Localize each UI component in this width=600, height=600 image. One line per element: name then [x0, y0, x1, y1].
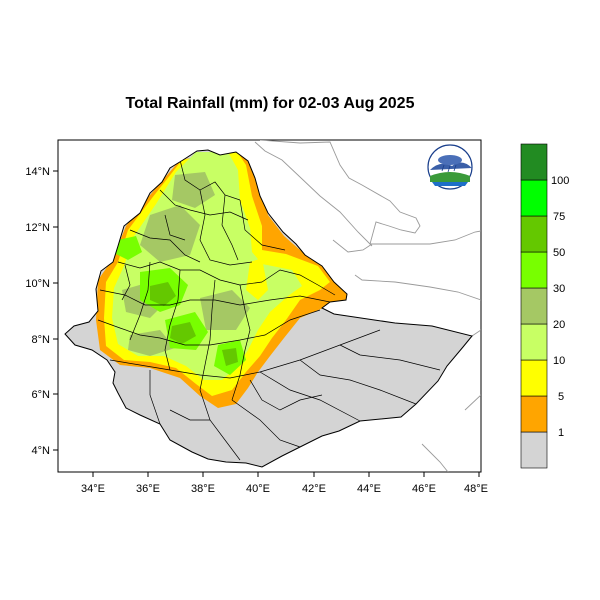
x-tick-label: 34°E — [81, 483, 105, 495]
y-tick-label: 10°N — [25, 278, 50, 290]
rain-zone-20-30mm-a — [140, 205, 200, 262]
legend-label: 10 — [553, 355, 565, 367]
rain-zone-50-75mm-a — [150, 282, 176, 306]
legend-swatch-8 — [520, 143, 548, 181]
legend-label: 5 — [558, 391, 564, 403]
x-tick-label: 48°E — [464, 483, 488, 495]
y-tick-label: 14°N — [25, 166, 50, 178]
x-tick-label: 42°E — [302, 483, 326, 495]
rain-zone-20-30mm-e — [128, 330, 175, 356]
y-tick-label: 4°N — [32, 445, 51, 457]
rain-zone-50-75mm-b — [170, 322, 196, 344]
legend-label: 1 — [558, 427, 564, 439]
rain-zone-30-50mm-d — [116, 236, 142, 260]
legend-swatch-4 — [520, 287, 548, 325]
legend-swatch-0 — [520, 431, 548, 469]
rain-zone-50-75mm-c — [222, 348, 238, 366]
legend-label: 30 — [553, 283, 565, 295]
x-tick-label: 46°E — [412, 483, 436, 495]
legend-swatch-1 — [520, 395, 548, 433]
legend-label: 20 — [553, 319, 565, 331]
x-tick-label: 40°E — [246, 483, 270, 495]
agency-logo-icon — [427, 144, 473, 190]
x-tick-label: 38°E — [191, 483, 215, 495]
legend-swatch-3 — [520, 323, 548, 361]
map-title: Total Rainfall (mm) for 02-03 Aug 2025 — [125, 95, 415, 112]
legend-label: 75 — [553, 211, 565, 223]
rain-zone-10-20mm — [112, 152, 302, 380]
legend-swatch-7 — [520, 179, 548, 217]
legend-swatch-6 — [520, 215, 548, 253]
legend-colorbar — [520, 143, 548, 469]
y-tick-label: 12°N — [25, 222, 50, 234]
legend-swatch-5 — [520, 251, 548, 289]
legend-label: 50 — [553, 247, 565, 259]
legend-swatch-2 — [520, 359, 548, 397]
legend-label: 100 — [551, 175, 569, 187]
rainfall-fields — [96, 150, 352, 408]
axis-ticks — [53, 170, 480, 477]
y-tick-label: 6°N — [32, 389, 51, 401]
x-tick-label: 36°E — [136, 483, 160, 495]
y-axis-labels: 14°N 12°N 10°N 8°N 6°N 4°N — [25, 166, 50, 457]
zone-boundaries — [97, 159, 441, 461]
neighbor-borders — [254, 140, 481, 472]
legend-labels: 1 5 10 20 30 50 75 100 — [551, 175, 569, 439]
rain-zone-20-30mm-b — [172, 172, 215, 208]
rain-zone-5-10mm-corridor — [246, 258, 268, 300]
x-axis-labels: 34°E 36°E 38°E 40°E 42°E 44°E 46°E 48°E — [81, 483, 488, 495]
y-tick-label: 8°N — [32, 334, 51, 346]
x-tick-label: 44°E — [357, 483, 381, 495]
